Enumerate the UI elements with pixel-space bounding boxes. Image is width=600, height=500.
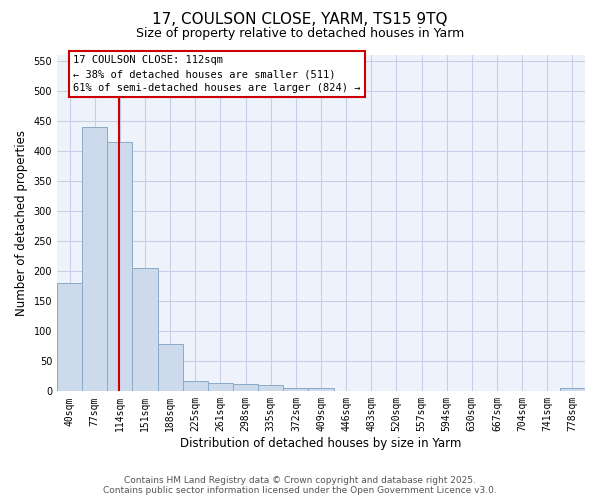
Bar: [233, 384, 258, 392]
Text: Contains HM Land Registry data © Crown copyright and database right 2025.
Contai: Contains HM Land Registry data © Crown c…: [103, 476, 497, 495]
Bar: [208, 383, 233, 392]
Text: Size of property relative to detached houses in Yarm: Size of property relative to detached ho…: [136, 28, 464, 40]
Bar: [158, 344, 183, 392]
Y-axis label: Number of detached properties: Number of detached properties: [15, 130, 28, 316]
Bar: [308, 388, 334, 392]
Bar: [258, 386, 283, 392]
Text: 17 COULSON CLOSE: 112sqm
← 38% of detached houses are smaller (511)
61% of semi-: 17 COULSON CLOSE: 112sqm ← 38% of detach…: [73, 55, 361, 93]
Bar: [82, 127, 107, 392]
Bar: [560, 388, 585, 392]
Bar: [283, 388, 308, 392]
Bar: [133, 268, 158, 392]
Bar: [183, 380, 208, 392]
X-axis label: Distribution of detached houses by size in Yarm: Distribution of detached houses by size …: [181, 437, 462, 450]
Bar: [107, 142, 133, 392]
Text: 17, COULSON CLOSE, YARM, TS15 9TQ: 17, COULSON CLOSE, YARM, TS15 9TQ: [152, 12, 448, 28]
Bar: [57, 283, 82, 392]
